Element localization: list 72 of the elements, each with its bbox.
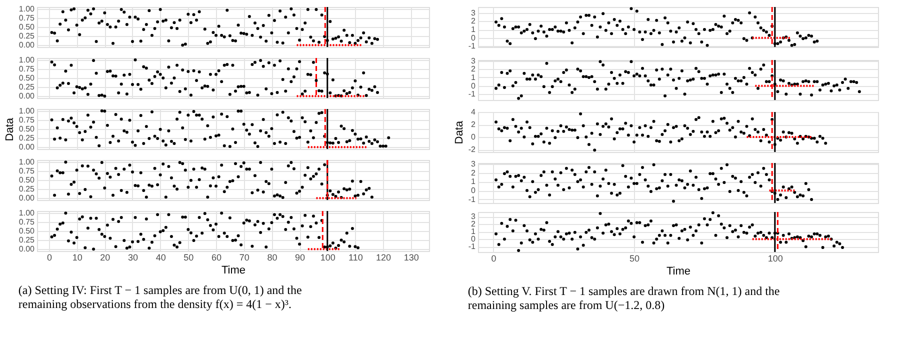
y-tick-label: 0.75: [18, 13, 36, 22]
x-tick-label: 60: [212, 252, 222, 262]
y-tick-label: 0.50: [18, 176, 36, 184]
x-tick-label: 90: [295, 252, 306, 262]
y-tick-label: 0.25: [18, 184, 36, 194]
y-tick-label: 3: [471, 159, 476, 168]
y-axis-title: Data: [453, 120, 466, 144]
x-tick-label: 100: [768, 254, 783, 264]
y-tick-label: 3: [471, 8, 476, 18]
y-tick-label: -1: [468, 194, 476, 204]
y-tick-label: 1: [471, 73, 476, 82]
y-tick-label: 0.00: [18, 142, 36, 152]
y-tick-label: 1.00: [18, 4, 36, 14]
y-tick-label: -1: [468, 90, 476, 99]
x-axis-title: Time: [666, 266, 691, 278]
x-axis-title: Time: [221, 264, 246, 276]
y-tick-label: 1: [471, 177, 476, 186]
y-tick-label: 3: [471, 212, 476, 222]
y-tick-label: -2: [468, 145, 476, 154]
y-tick-label: 0.50: [18, 22, 36, 32]
y-tick-label: 4: [471, 108, 476, 116]
y-tick-label: 0.00: [18, 40, 36, 50]
text: (b) Setting V. First T − 1 samples are drawn from N(1, 1) and the remaining samples are from U(−1.2, 0.8): [468, 284, 780, 312]
y-tick-label: 0.25: [18, 82, 36, 92]
y-tick-label: 0.25: [18, 134, 36, 143]
y-tick-label: 0.25: [18, 236, 36, 245]
y-tick-label: 1.00: [18, 55, 36, 64]
y-axis-title: Data: [4, 117, 16, 142]
y-tick-label: 0: [471, 186, 476, 196]
x-tick-label: 0: [46, 252, 52, 262]
text: (a) Setting IV: First T − 1 samples are from U(0, 1) and the remaining observations from the density f(x) = 4(1 − x)³.: [18, 283, 302, 311]
x-tick-label: 0: [491, 254, 496, 264]
y-tick-label: 0.00: [18, 92, 36, 101]
y-tick-label: -1: [468, 242, 476, 252]
x-tick-label: 130: [404, 252, 419, 262]
x-tick-label: 110: [348, 252, 363, 262]
x-tick-label: 80: [267, 252, 278, 262]
y-tick-label: 0.75: [18, 115, 36, 124]
y-tick-label: 0.00: [18, 194, 36, 203]
y-tick-label: 1: [471, 25, 476, 34]
y-tick-label: 2: [471, 64, 476, 74]
y-tick-label: 2: [471, 168, 476, 178]
x-tick-label: 100: [320, 252, 336, 262]
y-tick-label: 1.00: [18, 106, 36, 116]
y-tick-label: 2: [471, 16, 476, 26]
y-tick-label: 0.75: [18, 217, 36, 226]
y-tick-label: 0: [471, 81, 476, 90]
y-tick-label: 2: [471, 120, 476, 129]
y-tick-label: 0.50: [18, 74, 36, 82]
x-tick-label: 50: [184, 252, 194, 262]
y-tick-label: 0.25: [18, 32, 36, 41]
y-tick-label: 0.50: [18, 226, 36, 236]
x-tick-label: 70: [239, 252, 250, 262]
y-tick-label: 1.00: [18, 157, 36, 166]
y-tick-label: 0.75: [18, 166, 36, 176]
x-tick-label: 30: [128, 252, 138, 262]
y-tick-label: 0.75: [18, 64, 36, 74]
y-tick-label: 2: [471, 220, 476, 229]
x-tick-label: 50: [630, 254, 640, 264]
y-tick-label: 0: [471, 33, 476, 42]
y-tick-label: 0.00: [18, 244, 36, 254]
y-tick-label: 1.00: [18, 208, 36, 218]
x-tick-label: 120: [376, 252, 392, 262]
y-tick-label: 0.50: [18, 124, 36, 134]
x-tick-label: 40: [156, 252, 166, 262]
y-tick-label: 1: [471, 227, 476, 236]
x-tick-label: 20: [100, 252, 110, 262]
y-tick-label: 0: [471, 132, 476, 142]
x-tick-label: 10: [72, 252, 82, 262]
y-tick-label: 0: [471, 234, 476, 244]
y-tick-label: -1: [468, 42, 476, 51]
y-tick-label: 3: [471, 56, 476, 66]
